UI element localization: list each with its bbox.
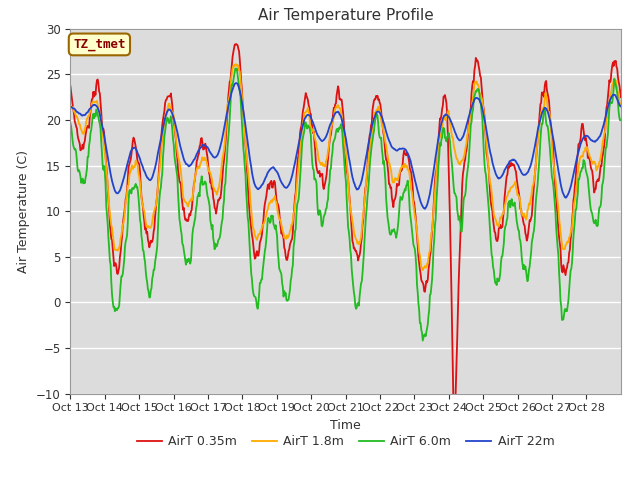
AirT 1.8m — [260, 220, 268, 226]
AirT 22m — [435, 135, 442, 141]
AirT 22m — [233, 80, 241, 86]
AirT 0.35m — [232, 41, 240, 47]
AirT 1.8m — [281, 234, 289, 240]
AirT 6.0m — [131, 183, 139, 189]
AirT 22m — [281, 184, 289, 190]
Y-axis label: Air Temperature (C): Air Temperature (C) — [17, 150, 30, 273]
AirT 6.0m — [435, 161, 442, 167]
AirT 0.35m — [403, 150, 411, 156]
AirT 0.35m — [617, 94, 625, 100]
AirT 0.35m — [451, 445, 458, 451]
X-axis label: Time: Time — [330, 419, 361, 432]
Text: TZ_tmet: TZ_tmet — [73, 38, 125, 51]
AirT 0.35m — [67, 84, 74, 89]
Title: Air Temperature Profile: Air Temperature Profile — [258, 9, 433, 24]
AirT 6.0m — [67, 120, 74, 126]
AirT 22m — [617, 104, 625, 109]
AirT 0.35m — [434, 153, 442, 159]
AirT 6.0m — [419, 338, 427, 344]
AirT 6.0m — [281, 292, 289, 298]
Line: AirT 6.0m: AirT 6.0m — [70, 68, 621, 341]
AirT 6.0m — [617, 117, 625, 123]
AirT 22m — [421, 206, 429, 212]
AirT 0.35m — [260, 206, 268, 212]
AirT 0.35m — [281, 247, 289, 252]
AirT 1.8m — [435, 144, 442, 149]
AirT 1.8m — [233, 63, 241, 69]
AirT 6.0m — [233, 66, 241, 72]
AirT 1.8m — [617, 103, 625, 109]
AirT 1.8m — [419, 267, 427, 273]
AirT 0.35m — [131, 140, 139, 146]
AirT 22m — [403, 149, 411, 155]
AirT 22m — [131, 145, 139, 151]
AirT 1.8m — [232, 61, 240, 67]
AirT 1.8m — [67, 106, 74, 112]
AirT 6.0m — [403, 181, 411, 187]
AirT 22m — [67, 104, 74, 110]
AirT 22m — [260, 178, 268, 184]
AirT 6.0m — [232, 65, 239, 71]
Line: AirT 0.35m: AirT 0.35m — [70, 44, 621, 448]
Line: AirT 22m: AirT 22m — [70, 83, 621, 209]
Legend: AirT 0.35m, AirT 1.8m, AirT 6.0m, AirT 22m: AirT 0.35m, AirT 1.8m, AirT 6.0m, AirT 2… — [132, 430, 559, 453]
AirT 6.0m — [260, 255, 268, 261]
Line: AirT 1.8m: AirT 1.8m — [70, 64, 621, 270]
AirT 1.8m — [403, 163, 411, 169]
AirT 22m — [232, 80, 240, 86]
AirT 0.35m — [233, 42, 241, 48]
AirT 1.8m — [131, 163, 139, 169]
